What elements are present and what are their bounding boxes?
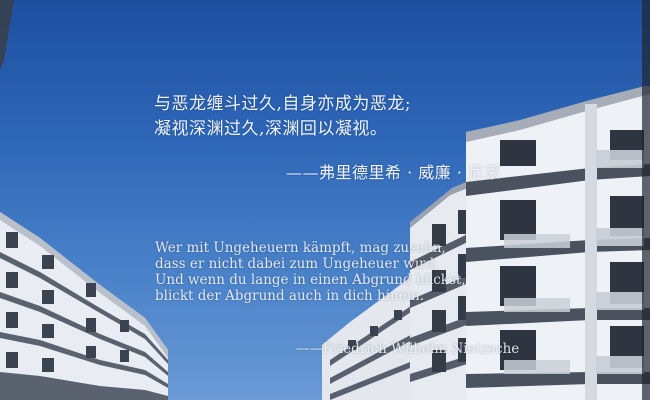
chinese-quote: 与恶龙缠斗过久,自身亦成为恶龙; 凝视深渊过久,深渊回以凝视。 [154,92,484,142]
chinese-quote-line-1: 与恶龙缠斗过久,自身亦成为恶龙; [154,94,412,114]
chinese-author-attribution: ——弗里德里希 · 威廉 · 尼采 [286,163,502,182]
german-quote-line-4: blickt der Abgrund auch in dich hinein. [155,288,425,304]
german-author-attribution: ——Friedrich Wilhelm Nietzsche [296,341,520,357]
german-quote-line-3: Und wenn du lange in einen Abgrund blick… [155,272,466,288]
right-apartment-building-far [322,270,420,400]
german-quote-line-1: Wer mit Ungeheuern kämpft, mag zusehn, [155,240,446,256]
chinese-quote-line-2: 凝视深渊过久,深渊回以凝视。 [154,119,388,139]
left-apartment-building [0,212,168,400]
german-quote-line-2: dass er nicht dabei zum Ungeheuer wird. [155,256,439,272]
german-quote: Wer mit Ungeheuern kämpft, mag zusehn, d… [155,240,466,304]
right-apartment-building-near [466,86,650,400]
